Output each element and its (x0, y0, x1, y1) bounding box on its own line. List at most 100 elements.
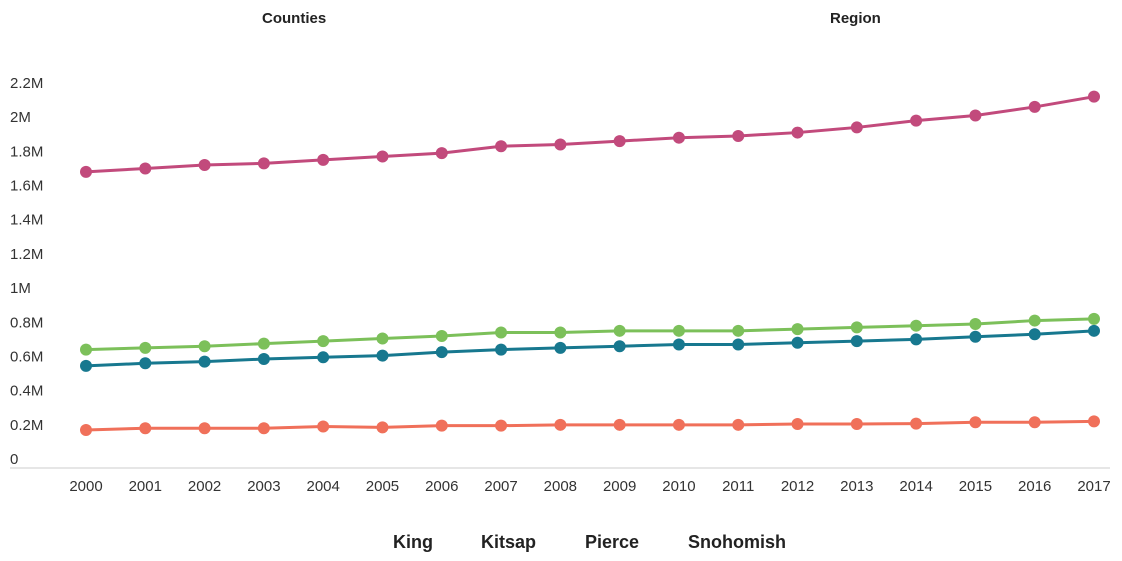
data-point-pierce[interactable] (495, 343, 508, 356)
series-pierce (80, 324, 1100, 372)
data-point-king[interactable] (554, 138, 567, 151)
data-point-king[interactable] (1028, 100, 1041, 113)
y-tick-label: 1.4M (10, 212, 43, 229)
legend-item-snohomish[interactable]: Snohomish (688, 532, 786, 552)
data-point-king[interactable] (850, 121, 863, 134)
data-point-snohomish[interactable] (1088, 312, 1100, 325)
x-tick-label: 2015 (959, 478, 992, 495)
data-point-pierce[interactable] (376, 349, 389, 362)
data-point-snohomish[interactable] (435, 329, 448, 342)
data-point-kitsap[interactable] (554, 418, 567, 431)
tab-counties[interactable]: Counties (262, 10, 327, 27)
series-line-king (85, 95, 1095, 174)
x-tick-label: 2017 (1077, 478, 1110, 495)
data-point-kitsap[interactable] (791, 417, 804, 430)
data-point-kitsap[interactable] (672, 418, 685, 431)
data-point-snohomish[interactable] (910, 319, 923, 332)
data-point-snohomish[interactable] (732, 324, 745, 337)
x-tick-label: 2010 (662, 478, 695, 495)
data-point-kitsap[interactable] (376, 421, 389, 434)
data-point-pierce[interactable] (1028, 328, 1041, 341)
data-point-kitsap[interactable] (257, 422, 270, 435)
y-tick-label: 0.8M (10, 314, 43, 331)
data-point-kitsap[interactable] (969, 416, 982, 429)
legend: King Kitsap Pierce Snohomish (0, 532, 1122, 558)
data-point-king[interactable] (969, 109, 982, 122)
y-tick-label: 1.2M (10, 246, 43, 263)
data-point-pierce[interactable] (910, 333, 923, 346)
data-point-king[interactable] (139, 162, 152, 175)
data-point-pierce[interactable] (969, 330, 982, 343)
data-point-snohomish[interactable] (672, 324, 685, 337)
data-point-snohomish[interactable] (376, 332, 389, 345)
data-point-snohomish[interactable] (495, 326, 508, 339)
data-point-snohomish[interactable] (969, 317, 982, 330)
data-point-pierce[interactable] (257, 353, 270, 366)
x-tick-label: 2013 (840, 478, 873, 495)
data-point-king[interactable] (495, 140, 508, 153)
series-line-kitsap (85, 419, 1095, 432)
data-point-kitsap[interactable] (80, 423, 92, 436)
data-point-king[interactable] (1088, 90, 1100, 103)
data-point-kitsap[interactable] (139, 422, 152, 435)
data-point-king[interactable] (376, 150, 389, 163)
data-point-kitsap[interactable] (613, 418, 626, 431)
data-point-snohomish[interactable] (317, 335, 330, 348)
data-point-king[interactable] (257, 157, 270, 170)
data-point-pierce[interactable] (317, 351, 330, 364)
data-point-king[interactable] (732, 129, 745, 142)
data-point-snohomish[interactable] (850, 321, 863, 334)
data-point-kitsap[interactable] (435, 419, 448, 432)
y-tick-label: 0.6M (10, 348, 43, 365)
data-point-king[interactable] (435, 147, 448, 160)
data-point-snohomish[interactable] (554, 326, 567, 339)
data-point-pierce[interactable] (435, 346, 448, 359)
series-kitsap (80, 415, 1100, 436)
data-point-kitsap[interactable] (317, 420, 330, 433)
data-point-pierce[interactable] (198, 355, 211, 368)
x-tick-label: 2002 (188, 478, 221, 495)
data-point-kitsap[interactable] (198, 422, 211, 435)
x-tick-label: 2011 (722, 478, 754, 495)
data-point-snohomish[interactable] (1028, 314, 1041, 327)
legend-item-kitsap[interactable]: Kitsap (481, 532, 537, 552)
y-axis: 0 0.2M 0.4M 0.6M 0.8M 1M 1.2M 1.4M 1.6M 1.8M 2M 2.2… (10, 75, 43, 468)
data-point-pierce[interactable] (554, 341, 567, 354)
data-point-kitsap[interactable] (495, 419, 508, 432)
tab-region[interactable]: Region (830, 10, 881, 27)
data-point-pierce[interactable] (613, 340, 626, 353)
series-group (80, 90, 1100, 436)
x-tick-label: 2009 (603, 478, 636, 495)
x-tick-label: 2006 (425, 478, 458, 495)
data-point-king[interactable] (672, 131, 685, 144)
data-point-king[interactable] (80, 165, 92, 178)
data-point-pierce[interactable] (672, 338, 685, 351)
data-point-pierce[interactable] (791, 336, 804, 349)
data-point-snohomish[interactable] (791, 323, 804, 336)
data-point-snohomish[interactable] (139, 341, 152, 354)
data-point-snohomish[interactable] (198, 340, 211, 353)
legend-item-pierce[interactable]: Pierce (585, 532, 640, 552)
line-chart: 0 0.2M 0.4M 0.6M 0.8M 1M 1.2M 1.4M 1.6M 1.8M 2M 2.2… (10, 75, 1111, 495)
data-point-king[interactable] (613, 135, 626, 148)
legend-item-king[interactable]: King (393, 532, 433, 552)
data-point-pierce[interactable] (850, 335, 863, 348)
data-point-king[interactable] (198, 159, 211, 172)
data-point-pierce[interactable] (139, 357, 152, 370)
data-point-king[interactable] (791, 126, 804, 139)
data-point-snohomish[interactable] (613, 324, 626, 337)
data-point-kitsap[interactable] (850, 417, 863, 430)
data-point-snohomish[interactable] (257, 337, 270, 350)
data-point-kitsap[interactable] (1088, 415, 1100, 428)
data-point-snohomish[interactable] (80, 343, 92, 356)
data-point-pierce[interactable] (1088, 324, 1100, 337)
data-point-king[interactable] (317, 153, 330, 166)
data-point-pierce[interactable] (80, 359, 92, 372)
data-point-kitsap[interactable] (732, 418, 745, 431)
data-point-kitsap[interactable] (910, 417, 923, 430)
series-line-snohomish (85, 317, 1095, 352)
data-point-king[interactable] (910, 114, 923, 127)
data-point-kitsap[interactable] (1028, 416, 1041, 429)
series-king (80, 90, 1100, 178)
data-point-pierce[interactable] (732, 338, 745, 351)
